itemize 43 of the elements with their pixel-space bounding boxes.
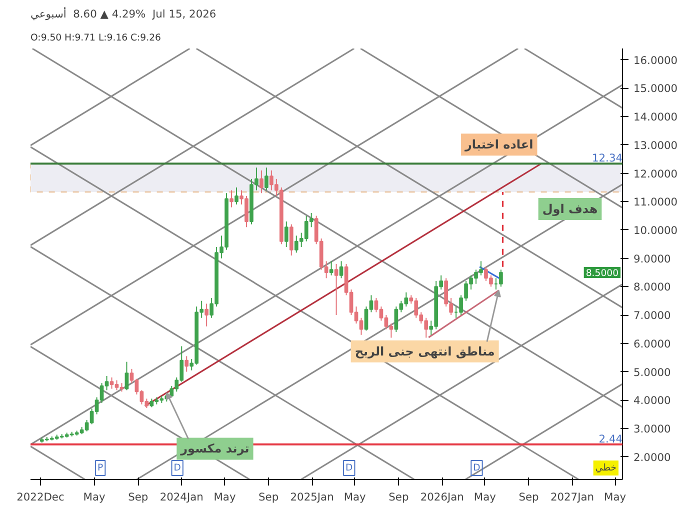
x-tick-label: 2022Dec — [16, 490, 64, 504]
annotation: هدف اول — [542, 202, 598, 216]
y-tick-label: 16.0000 — [634, 54, 678, 67]
x-tick-label: May — [604, 490, 626, 504]
y-tick-label: 9.0000 — [634, 252, 672, 266]
annotation: 8.5000 — [586, 268, 619, 280]
x-tick-label: 2027Jan — [550, 490, 594, 504]
annotation: P — [98, 462, 104, 474]
annotation: D — [174, 462, 181, 474]
y-tick-label: 14.0000 — [634, 110, 678, 124]
annotation: خطي — [595, 462, 617, 474]
y-tick-label: 6.0000 — [634, 337, 672, 350]
annotation: اعاده اختبار — [464, 138, 534, 152]
annotation: ترند مكسور — [180, 442, 250, 456]
text: O:9.50 H:9.71 L:9.16 C:9.26 — [30, 32, 162, 44]
y-tick-label: 10.0000 — [634, 224, 678, 237]
y-tick-label: 12.0000 — [634, 167, 678, 180]
annotation: D — [346, 462, 353, 474]
ref-line-label: 12.34 — [592, 152, 623, 165]
annotation: مناطق انتهى جنى الربح — [354, 344, 495, 358]
y-tick-label: 15.0000 — [634, 82, 678, 96]
x-tick-label: Sep — [388, 490, 409, 504]
y-tick-label: 5.0000 — [634, 366, 672, 379]
y-tick-label: 11.0000 — [634, 196, 678, 209]
x-tick-label: May — [344, 490, 366, 504]
x-tick-label: 2025Jan — [290, 490, 334, 504]
annotation: D — [473, 462, 480, 474]
x-tick-label: May — [214, 490, 236, 504]
y-tick-label: 4.0000 — [634, 394, 672, 408]
x-tick-label: Sep — [258, 490, 279, 504]
x-tick-label: 2026Jan — [420, 490, 464, 504]
chart-subtitle: أسبوعي 8.60 ▲ 4.29% Jul 15, 2026 — [30, 6, 216, 20]
ref-line-label: 2.44 — [598, 432, 623, 446]
x-tick-label: Sep — [518, 490, 540, 504]
x-tick-label: 2024Jan — [160, 490, 204, 504]
y-tick-label: 2.0000 — [634, 450, 672, 464]
y-tick-label: 13.0000 — [634, 138, 678, 152]
y-tick-label: 3.0000 — [634, 422, 672, 436]
y-tick-label: 8.0000 — [634, 280, 672, 294]
x-tick-label: Sep — [128, 490, 148, 504]
x-tick-label: May — [474, 490, 496, 504]
y-tick-label: 7.0000 — [634, 309, 672, 322]
x-tick-label: May — [83, 490, 106, 504]
